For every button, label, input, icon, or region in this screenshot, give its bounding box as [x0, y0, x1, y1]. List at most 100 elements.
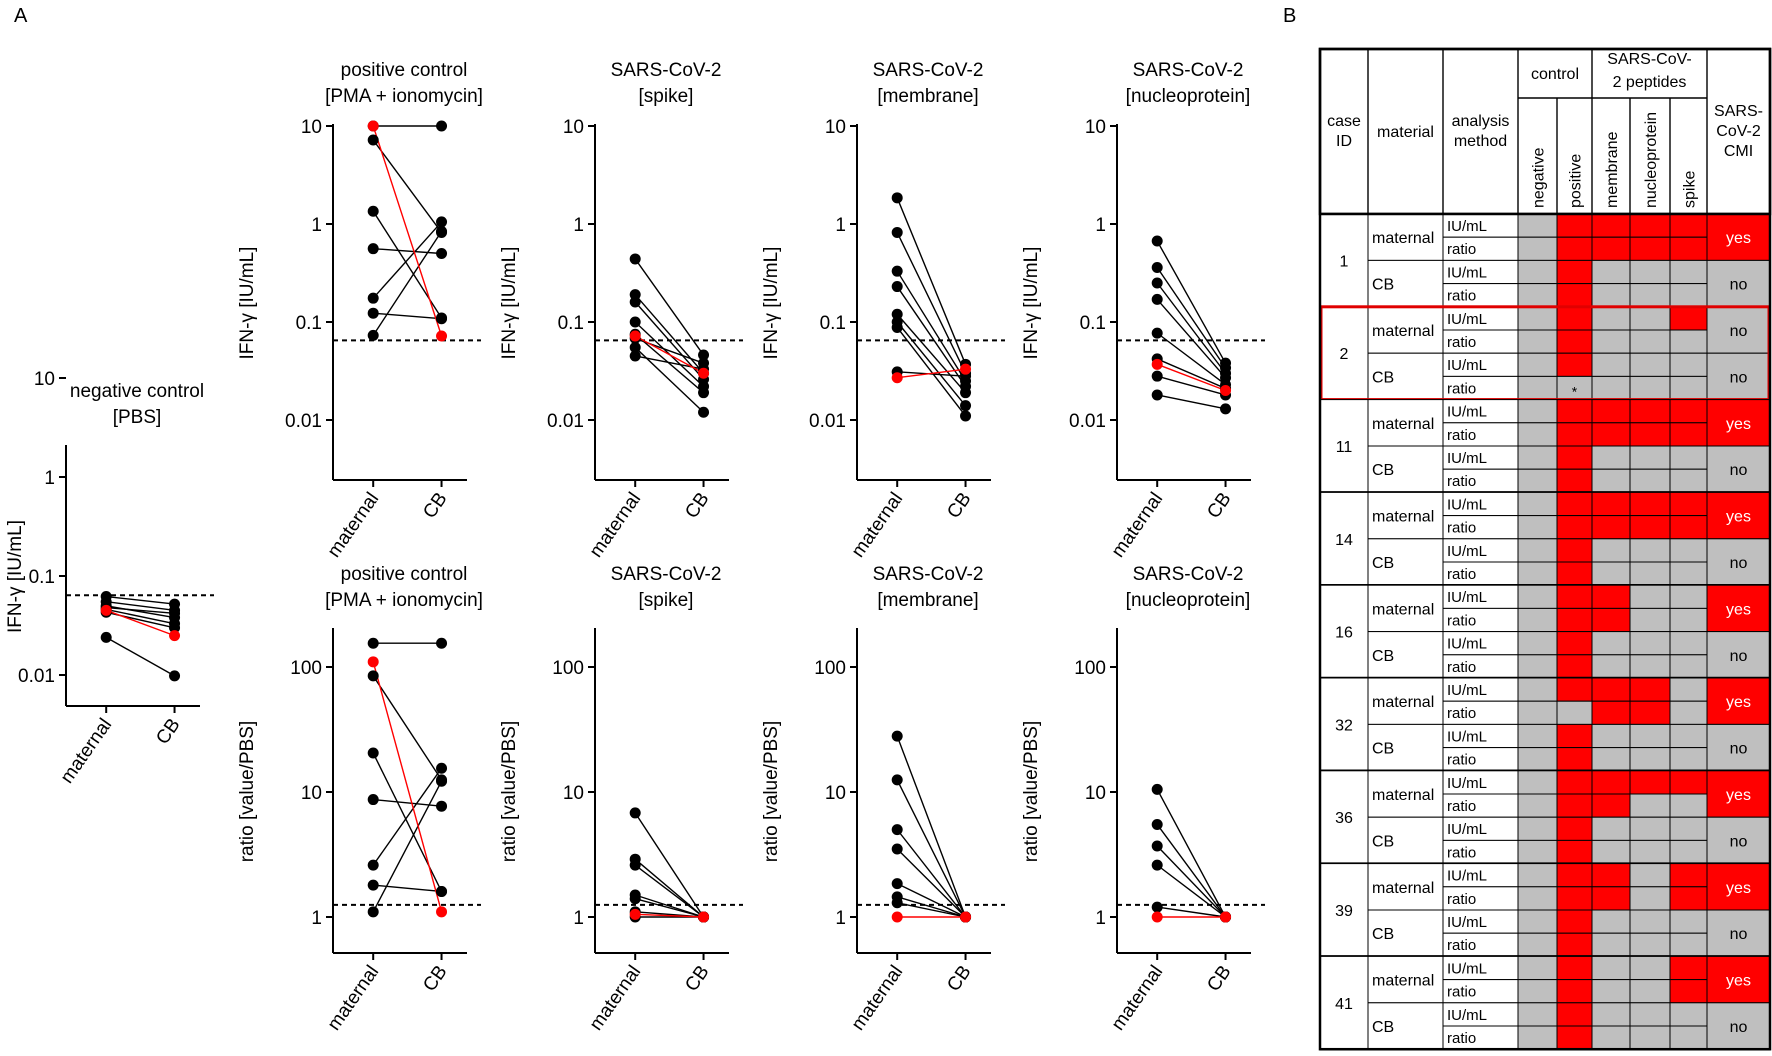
highlight-maternal-point: [891, 372, 903, 384]
cmi-label: no: [1730, 833, 1748, 850]
pair-line: [106, 608, 175, 625]
pair-line: [372, 767, 443, 866]
maternal-point: [891, 265, 903, 277]
result-cell: [1629, 329, 1671, 354]
case-id-label: 11: [1336, 439, 1353, 456]
cb-point: [436, 313, 448, 325]
result-cell: [1556, 839, 1593, 865]
pair-line: [896, 270, 967, 382]
maternal-point: [629, 316, 641, 328]
maternal-point: [1151, 327, 1163, 339]
method-label: IU/mL: [1447, 311, 1487, 328]
result-cell: [1556, 561, 1593, 586]
result-cell: [1629, 932, 1671, 957]
method-label: ratio: [1447, 241, 1476, 258]
result-cell: [1629, 631, 1671, 656]
result-cell: [1556, 538, 1593, 563]
highlight-cb-point: [698, 911, 710, 923]
pair-line: [1157, 394, 1226, 410]
pair-line: [634, 333, 704, 394]
cb-point: [960, 410, 972, 422]
result-cell: [1591, 793, 1631, 818]
result-cell: [1669, 677, 1708, 702]
result-cell: [1669, 399, 1708, 424]
maternal-point: [1151, 293, 1163, 305]
result-cell: [1629, 445, 1671, 470]
result-cell: [1556, 631, 1593, 656]
method-label: IU/mL: [1447, 682, 1487, 699]
asterisk-marker: *: [1572, 384, 1578, 400]
material-label: CB: [1372, 741, 1394, 758]
highlight-maternal-point: [629, 908, 641, 920]
result-cell: [1556, 955, 1593, 981]
x-tick-label: maternal: [1108, 489, 1168, 562]
case-cell: [1319, 863, 1369, 957]
method-label: IU/mL: [1447, 450, 1487, 467]
pair-line: [634, 858, 704, 918]
method-label: ratio: [1447, 473, 1476, 490]
pair-line: [106, 605, 175, 619]
result-cell: [1556, 352, 1593, 377]
result-cell: [1556, 607, 1593, 633]
chart-grid: negative control [PBS] 0.01 0.1 1 10 IFN-γ [IU…: [5, 60, 1265, 1034]
pair-line: [897, 896, 966, 918]
case-cell: [1319, 770, 1369, 865]
cmi-label: no: [1730, 741, 1748, 758]
material-cell: [1367, 584, 1444, 633]
method-label: IU/mL: [1447, 636, 1487, 653]
highlight-cb-point: [960, 911, 972, 923]
y-axis-label: IFN-γ [IU/mL]: [1021, 247, 1042, 360]
result-cell: [1517, 816, 1558, 841]
cmi-label: yes: [1726, 230, 1751, 247]
material-cell: [1367, 306, 1444, 354]
result-cell: [1591, 723, 1631, 749]
chart-panel: SARS-CoV-2 [membrane] 1 10 100 ratio [value/P…: [761, 564, 1005, 1034]
result-cell: [1556, 1002, 1593, 1027]
cmi-cell: [1706, 445, 1771, 493]
result-cell: [1591, 607, 1631, 633]
result-cell: [1591, 399, 1631, 424]
method-label: ratio: [1447, 937, 1476, 954]
y-tick-label: 0.01: [547, 411, 584, 432]
result-cell: [1629, 352, 1671, 377]
result-cell: [1556, 306, 1593, 331]
result-cell: [1591, 1002, 1631, 1027]
highlight-maternal-point: [629, 330, 641, 342]
cmi-cell: [1706, 584, 1771, 633]
y-tick-label: 0.01: [809, 411, 846, 432]
result-cell: [1629, 584, 1671, 609]
result-cell: [1669, 932, 1708, 957]
cb-point: [436, 216, 448, 228]
material-label: maternal: [1372, 509, 1434, 526]
cb-point: [436, 637, 448, 649]
result-cell: [1556, 886, 1593, 911]
highlight-pair-line: [372, 125, 443, 337]
result-cell: [1517, 607, 1558, 633]
cmi-cell: [1706, 538, 1771, 586]
result-cell: [1669, 561, 1708, 586]
x-tick-label: CB: [152, 715, 184, 749]
material-label: CB: [1372, 555, 1394, 572]
result-cell: [1517, 445, 1558, 470]
header-peptides-line2: 2 peptides: [1613, 74, 1687, 91]
result-cell: [1517, 932, 1558, 957]
maternal-point: [1151, 277, 1163, 289]
cb-point: [436, 225, 448, 237]
result-cell: [1517, 422, 1558, 447]
maternal-point: [1151, 818, 1163, 830]
chart-subtitle: [spike]: [639, 590, 694, 611]
result-cell: [1556, 329, 1593, 354]
result-cell: [1517, 491, 1558, 517]
case-id-label: 36: [1335, 810, 1353, 827]
pair-line: [373, 247, 442, 255]
result-cell: [1517, 306, 1558, 331]
highlight-maternal-point: [891, 911, 903, 923]
result-cell: [1556, 445, 1593, 470]
cmi-label: yes: [1726, 694, 1751, 711]
method-label: IU/mL: [1447, 821, 1487, 838]
case-id-label: 16: [1335, 625, 1353, 642]
pair-line: [1156, 267, 1227, 369]
maternal-point: [629, 807, 641, 819]
y-axis-label: IFN-γ [IU/mL]: [237, 247, 258, 360]
result-cell: [1669, 306, 1708, 331]
